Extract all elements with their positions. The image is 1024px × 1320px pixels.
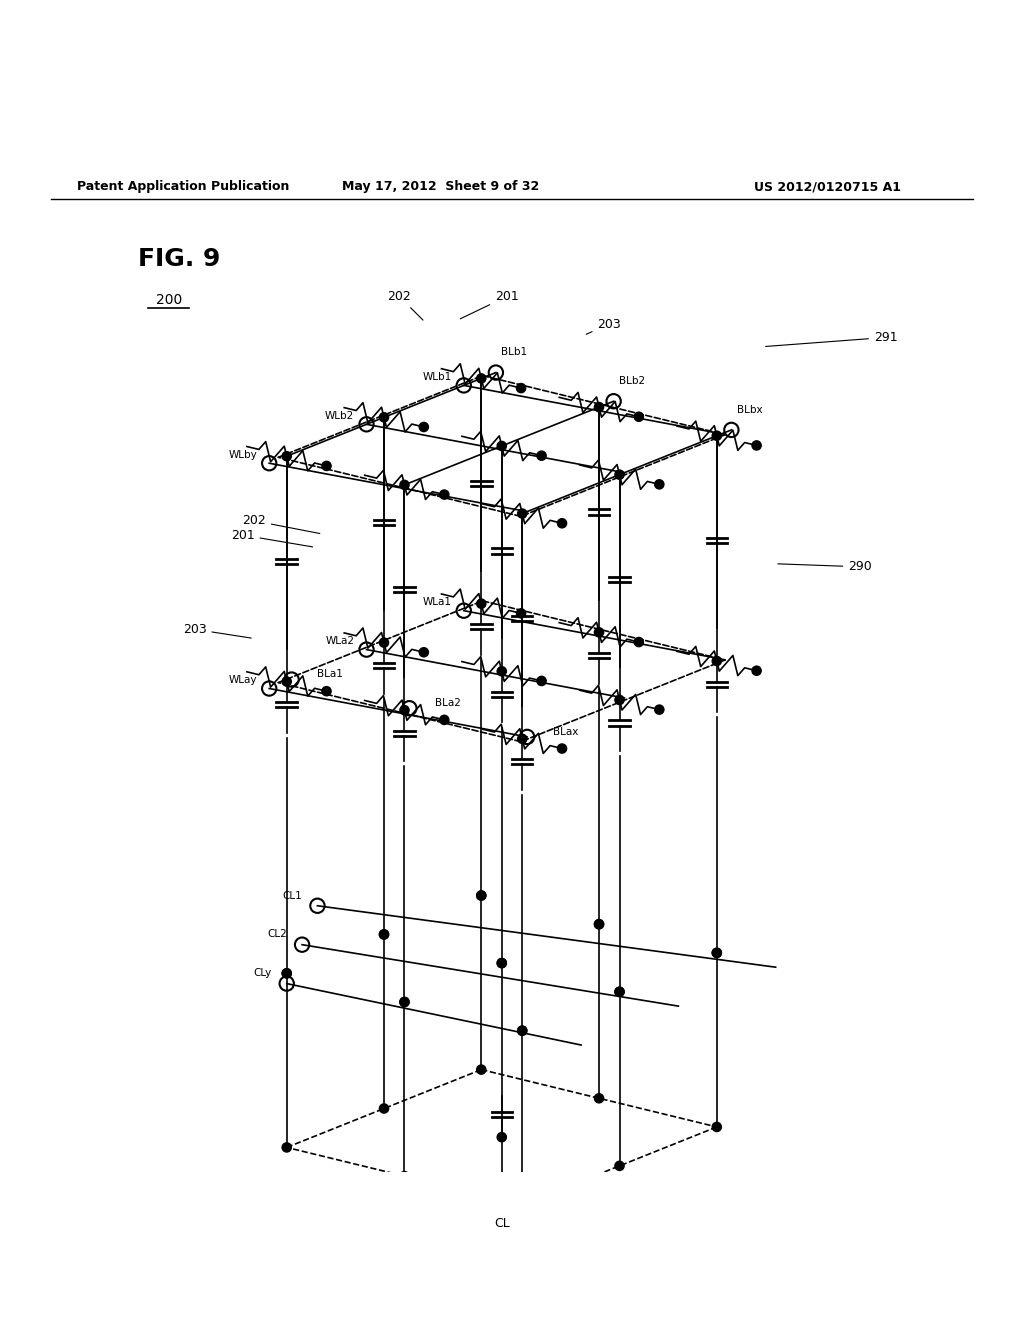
- Circle shape: [654, 705, 664, 714]
- Circle shape: [379, 929, 389, 939]
- Circle shape: [654, 479, 664, 488]
- Circle shape: [399, 706, 409, 715]
- Text: WLa1: WLa1: [423, 598, 452, 607]
- Circle shape: [322, 686, 331, 696]
- Text: 202: 202: [387, 290, 423, 321]
- Text: CL1: CL1: [283, 891, 302, 900]
- Circle shape: [322, 461, 331, 470]
- Circle shape: [379, 413, 389, 422]
- Circle shape: [713, 656, 721, 665]
- Circle shape: [594, 628, 603, 638]
- Circle shape: [614, 470, 624, 479]
- Circle shape: [713, 948, 721, 957]
- Circle shape: [518, 1026, 526, 1035]
- Circle shape: [399, 1171, 409, 1180]
- Text: WLa2: WLa2: [326, 636, 354, 647]
- Circle shape: [516, 384, 525, 392]
- Circle shape: [399, 998, 409, 1007]
- Text: May 17, 2012  Sheet 9 of 32: May 17, 2012 Sheet 9 of 32: [342, 181, 539, 194]
- Text: FIG. 9: FIG. 9: [138, 247, 220, 271]
- Circle shape: [614, 696, 624, 705]
- Circle shape: [379, 638, 389, 647]
- Circle shape: [594, 1094, 603, 1104]
- Circle shape: [594, 920, 603, 929]
- Text: WLby: WLby: [228, 450, 257, 461]
- Circle shape: [282, 1143, 291, 1152]
- Circle shape: [752, 667, 761, 676]
- Circle shape: [518, 1200, 526, 1209]
- Circle shape: [516, 609, 525, 618]
- Circle shape: [713, 432, 721, 441]
- Circle shape: [557, 519, 566, 528]
- Text: 201: 201: [460, 290, 519, 319]
- Circle shape: [439, 490, 449, 499]
- Text: CLy: CLy: [253, 969, 271, 978]
- Text: WLay: WLay: [228, 676, 257, 685]
- Text: CL: CL: [494, 1217, 510, 1230]
- Circle shape: [537, 676, 546, 685]
- Circle shape: [419, 648, 428, 657]
- Circle shape: [557, 744, 566, 754]
- Text: 200: 200: [156, 293, 182, 306]
- Circle shape: [498, 958, 506, 968]
- Circle shape: [419, 422, 428, 432]
- Circle shape: [594, 920, 603, 929]
- Text: Patent Application Publication: Patent Application Publication: [77, 181, 289, 194]
- Circle shape: [282, 451, 291, 461]
- Text: US 2012/0120715 A1: US 2012/0120715 A1: [754, 181, 901, 194]
- Circle shape: [282, 677, 291, 686]
- Circle shape: [379, 929, 389, 939]
- Circle shape: [713, 948, 721, 957]
- Text: BLa2: BLa2: [435, 698, 461, 708]
- Circle shape: [439, 715, 449, 725]
- Circle shape: [476, 891, 485, 900]
- Circle shape: [498, 958, 506, 968]
- Circle shape: [518, 1026, 526, 1035]
- Text: 203: 203: [182, 623, 251, 638]
- Circle shape: [634, 638, 643, 647]
- Circle shape: [399, 998, 409, 1007]
- Text: BLa1: BLa1: [317, 669, 343, 680]
- Circle shape: [476, 891, 485, 900]
- Circle shape: [282, 969, 291, 978]
- Circle shape: [614, 987, 624, 997]
- Text: WLb1: WLb1: [422, 372, 452, 383]
- Circle shape: [282, 969, 291, 978]
- Circle shape: [379, 1104, 389, 1113]
- Circle shape: [614, 987, 624, 997]
- Circle shape: [752, 441, 761, 450]
- Circle shape: [518, 734, 526, 743]
- Text: 290: 290: [778, 560, 872, 573]
- Circle shape: [614, 1162, 624, 1171]
- Circle shape: [399, 480, 409, 490]
- Text: BLb2: BLb2: [618, 376, 645, 385]
- Circle shape: [476, 374, 485, 383]
- Text: CL2: CL2: [267, 929, 287, 940]
- Text: BLb1: BLb1: [501, 347, 527, 358]
- Text: 202: 202: [242, 515, 319, 533]
- Text: 203: 203: [586, 318, 622, 334]
- Circle shape: [498, 441, 506, 450]
- Circle shape: [498, 1133, 506, 1142]
- Text: 291: 291: [766, 331, 898, 346]
- Circle shape: [594, 403, 603, 412]
- Text: WLb2: WLb2: [325, 411, 354, 421]
- Circle shape: [537, 451, 546, 461]
- Circle shape: [634, 412, 643, 421]
- Text: 201: 201: [230, 528, 312, 546]
- Circle shape: [476, 1065, 485, 1074]
- Text: BLax: BLax: [553, 727, 579, 737]
- Text: BLbx: BLbx: [736, 404, 762, 414]
- Circle shape: [498, 667, 506, 676]
- Circle shape: [713, 1122, 721, 1131]
- Circle shape: [518, 510, 526, 519]
- Circle shape: [476, 599, 485, 609]
